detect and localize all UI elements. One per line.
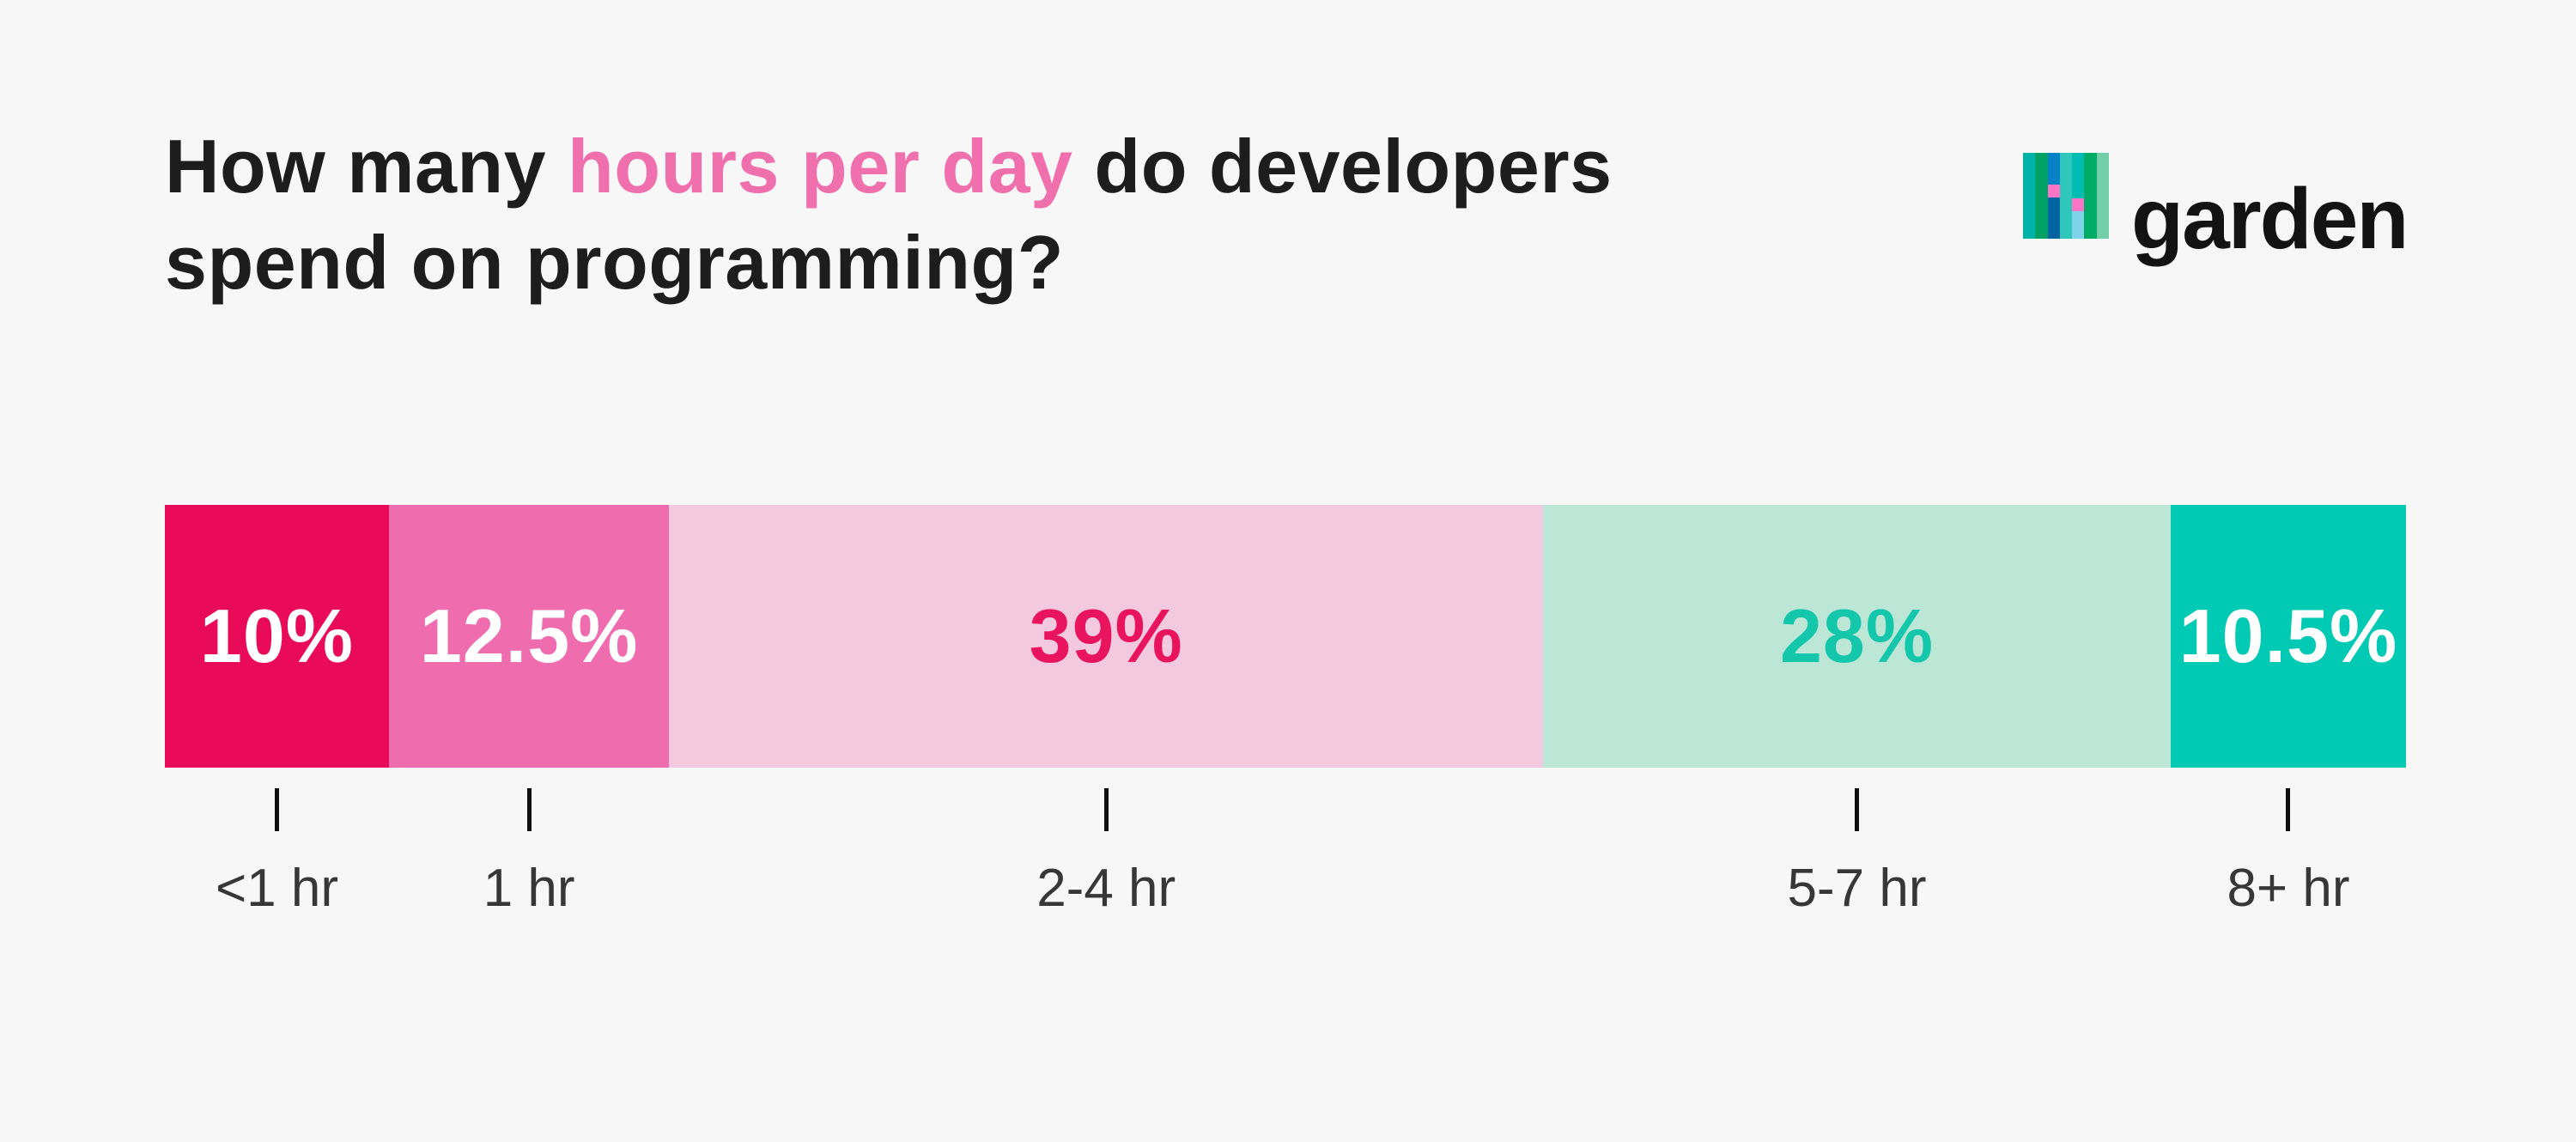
bar-segment: 10%: [165, 505, 389, 768]
logo-stripe: [2035, 153, 2048, 239]
axis-tick: [1103, 788, 1109, 831]
logo-stripe: [2084, 153, 2097, 239]
logo-stripe: [2059, 153, 2073, 239]
bar-segment-value: 39%: [1029, 593, 1183, 678]
bar-segment-value: 10.5%: [2178, 593, 2398, 678]
title-text-part3: do developers: [1072, 124, 1613, 209]
bar-segment-value: 28%: [1779, 593, 1935, 678]
title-text-part1: How many: [165, 124, 568, 209]
axis-label: 2-4 hr: [1036, 859, 1176, 918]
axis-tick: [1855, 788, 1860, 831]
logo-stripe: [2023, 153, 2036, 239]
bar-segment: 39%: [669, 505, 1544, 768]
bar-segment: 12.5%: [389, 505, 670, 768]
axis-cell: 8+ hr: [2171, 768, 2406, 915]
axis-label: 5-7 hr: [1787, 859, 1927, 918]
axis-cell: 2-4 hr: [669, 768, 1543, 915]
title-highlight: hours per day: [568, 124, 1073, 209]
bar-segment-value: 10%: [199, 593, 355, 678]
logo-stripe: [2047, 153, 2060, 239]
axis-label: 8+ hr: [2227, 859, 2350, 918]
logo-wordmark: garden: [2131, 171, 2409, 267]
title-line-2: spend on programming?: [165, 220, 1064, 305]
axis-tick: [526, 788, 532, 831]
axis-cell: 5-7 hr: [1543, 768, 2171, 915]
axis-cell: <1 hr: [165, 768, 389, 915]
logo-mark: [2023, 153, 2109, 239]
bar-segment: 28%: [1543, 505, 2171, 768]
bar-segment-value: 12.5%: [419, 593, 639, 678]
stacked-bar-chart: 10% 12.5% 39% 28% 10.5%: [165, 505, 2406, 768]
axis-cell: 1 hr: [389, 768, 669, 915]
axis-label: 1 hr: [483, 859, 575, 918]
axis-tick: [2286, 788, 2291, 831]
page-title: How many hours per day do developers spe…: [165, 118, 1613, 311]
title-line-1: How many hours per day do developers: [165, 118, 1613, 215]
logo-stripe: [2096, 153, 2109, 239]
axis-tick: [275, 788, 279, 831]
x-axis: <1 hr 1 hr 2-4 hr 5-7 hr 8+ hr: [165, 768, 2406, 915]
axis-label: <1 hr: [215, 859, 339, 918]
bar-segment: 10.5%: [2170, 505, 2406, 768]
logo-stripe: [2072, 153, 2085, 239]
